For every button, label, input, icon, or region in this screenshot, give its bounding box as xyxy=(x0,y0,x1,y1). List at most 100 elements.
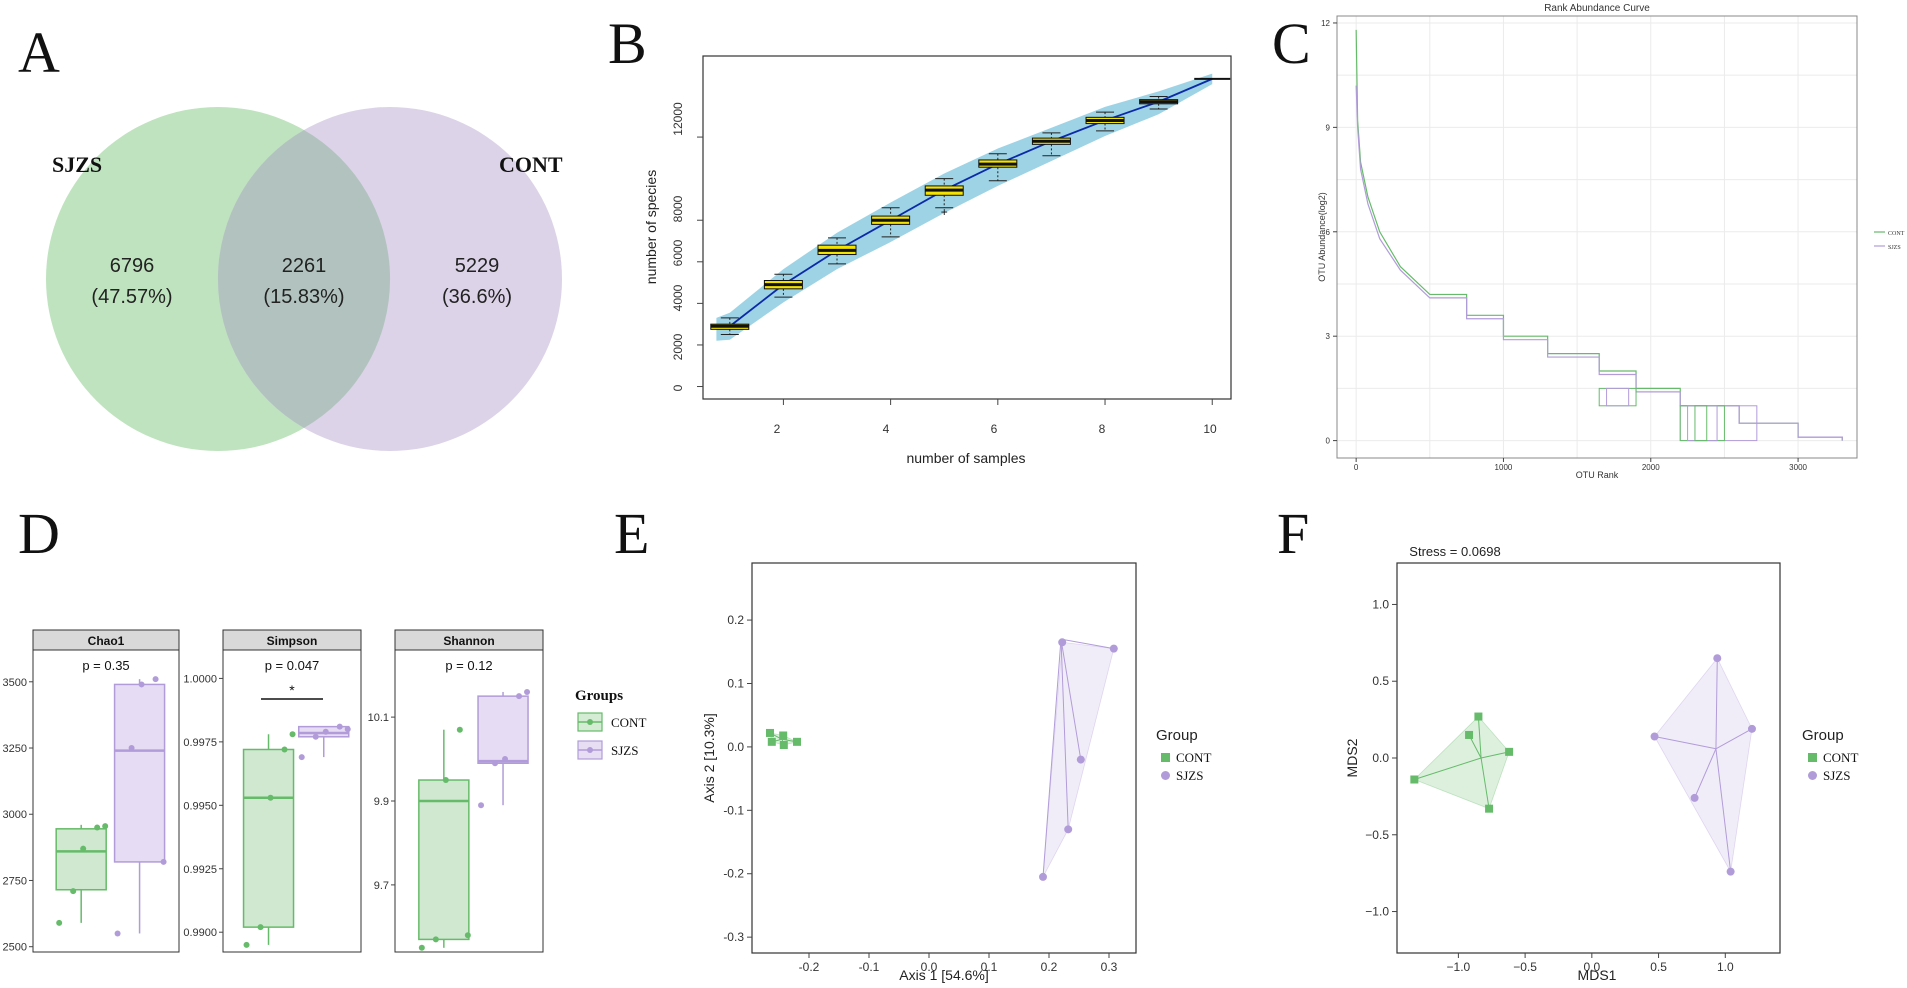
data-point-cont xyxy=(779,731,788,740)
legend-label-sjzs: SJZS xyxy=(1823,768,1850,783)
data-point-sjzs xyxy=(1650,732,1659,741)
curve-tail-step xyxy=(1694,405,1708,442)
legend-title: Group xyxy=(1802,727,1844,744)
x-tick-label: −1.0 xyxy=(1447,960,1471,974)
facet-plot: 9.7 9.9 10.1 xyxy=(368,688,531,951)
significance-star: * xyxy=(289,682,295,698)
x-tick-label: 0 xyxy=(1354,463,1359,472)
venn-percent-shared: (15.83%) xyxy=(263,286,344,308)
y-tick-label: 1.0000 xyxy=(183,673,217,685)
data-point xyxy=(336,723,343,730)
panel-b-xtick: 10 xyxy=(1203,422,1217,436)
facet-shannon: Shannon p = 0.12 9.7 9.9 10.1 xyxy=(368,629,544,953)
data-point-cont xyxy=(767,737,776,746)
data-point-cont xyxy=(1485,804,1494,813)
data-point-cont xyxy=(1410,775,1419,784)
facet-frame xyxy=(32,649,180,953)
panel-b-xtick: 6 xyxy=(991,422,998,436)
y-tick-label: 0.0 xyxy=(727,740,744,754)
legend-label-sjzs: SJZS xyxy=(1176,768,1203,783)
data-point xyxy=(138,681,145,688)
panel-c-plot-bg xyxy=(1337,16,1857,458)
x-tick-label: 1.0 xyxy=(1717,960,1734,974)
y-tick-label: 0.9975 xyxy=(183,737,217,749)
data-point xyxy=(152,676,159,683)
data-point xyxy=(289,731,296,738)
data-point-cont xyxy=(1505,747,1514,756)
venn-count-sjzs-only: 6796 xyxy=(110,255,155,277)
centroid-spoke xyxy=(1694,748,1717,799)
venn-percent-sjzs-only: (47.57%) xyxy=(91,286,172,308)
y-tick-label: 2750 xyxy=(3,875,27,887)
data-point-cont xyxy=(779,741,788,749)
panel-b-ytick: 2000 xyxy=(671,333,685,360)
data-point xyxy=(70,888,77,895)
data-point-sjzs xyxy=(1713,654,1722,663)
y-tick-label: 10.1 xyxy=(368,712,389,724)
box-body xyxy=(477,695,529,765)
data-point xyxy=(464,932,471,939)
panel-c-ylabel: OTU Abundance(log2) xyxy=(1317,192,1327,282)
box-body xyxy=(113,683,166,863)
x-tick-label: 0.0 xyxy=(921,960,938,974)
data-point xyxy=(160,858,167,865)
panel-d-legend: Groups CONT SJZS xyxy=(575,688,646,760)
data-point xyxy=(56,919,63,926)
centroid-spoke xyxy=(1042,639,1062,877)
rarefaction-band xyxy=(716,73,1213,341)
panel-b-xtick: 4 xyxy=(883,422,890,436)
legend-key-cont xyxy=(1808,753,1817,762)
panel-e-legend: Group CONT SJZS xyxy=(1156,727,1211,783)
facet-pvalue: p = 0.12 xyxy=(445,658,492,673)
data-point-sjzs xyxy=(1064,825,1073,834)
facet-simpson: Simpson p = 0.047 * 0.99000.99250.99500.… xyxy=(183,629,362,953)
y-tick-label: 0.0 xyxy=(1372,751,1389,765)
panel-c-legend-cont: CONT xyxy=(1888,231,1905,237)
panel-e-plot: -0.2 -0.1 0.0 0.1 0.2 0.3 -0.3 -0.2 -0.1 0.0 0.1 0.… xyxy=(723,613,1118,974)
y-tick-label: 9.9 xyxy=(374,796,389,808)
curve-tail-step xyxy=(1606,387,1630,407)
panel-b-axes: 2 4 6 8 10 0 2000 4000 6000 8000 12000 xyxy=(671,102,1217,436)
data-point xyxy=(478,802,485,809)
panel-c-ticks: 0 1000 2000 3000 0 3 6 9 12 xyxy=(1321,19,1807,472)
panel-c: C Rank Abundance Curve 0 1000 2000 3000 0 3 6 9… xyxy=(1272,3,1905,480)
data-point xyxy=(94,824,101,831)
panel-b-ytick: 8000 xyxy=(671,195,685,222)
legend-title: Group xyxy=(1156,727,1198,744)
data-point xyxy=(114,930,121,937)
panel-b-ytick: 4000 xyxy=(671,284,685,311)
data-point xyxy=(516,693,523,700)
data-point xyxy=(344,726,351,733)
panel-b-xlabel: number of samples xyxy=(906,450,1025,466)
panel-f-plot: −1.0 −0.5 0.0 0.5 1.0 −1.0 −0.5 0.0 0.5 1.0 xyxy=(1365,597,1756,974)
panel-b-yticks: 0 2000 4000 6000 8000 12000 xyxy=(671,102,685,391)
venn-percent-cont-only: (36.6%) xyxy=(442,286,512,308)
y-tick-label: 0.1 xyxy=(727,676,744,690)
panel-e-frame xyxy=(751,562,1137,954)
centroid-spoke xyxy=(1060,639,1069,830)
x-tick-label: 0.2 xyxy=(1041,960,1058,974)
panel-e-xlabel: Axis 1 [54.6%] xyxy=(899,967,989,983)
y-tick-label: -0.3 xyxy=(723,930,744,944)
box-body xyxy=(418,779,470,941)
panel-b-ytick: 12000 xyxy=(671,102,685,136)
rarefaction-mean-line xyxy=(729,78,1213,327)
venn-count-shared: 2261 xyxy=(282,255,327,277)
data-point-sjzs xyxy=(1076,755,1085,764)
legend-label-cont: CONT xyxy=(1176,750,1211,765)
venn-set-label-cont: CONT xyxy=(499,152,563,177)
data-point xyxy=(257,924,264,931)
panel-c-legend-sjzs: SJZS xyxy=(1888,245,1901,251)
y-tick-label: −0.5 xyxy=(1365,828,1389,842)
data-point xyxy=(524,688,531,695)
data-point-cont xyxy=(1465,730,1474,739)
panel-b-ytick: 0 xyxy=(671,384,685,391)
y-tick-label: 0.9950 xyxy=(183,800,217,812)
data-point xyxy=(281,746,288,753)
data-point xyxy=(80,845,87,852)
facet-pvalue: p = 0.35 xyxy=(82,658,129,673)
x-tick-label: −0.5 xyxy=(1513,960,1537,974)
y-tick-label: 3500 xyxy=(3,677,27,689)
y-tick-label: 0.9900 xyxy=(183,927,217,939)
y-tick-label: 1.0 xyxy=(1372,597,1389,611)
